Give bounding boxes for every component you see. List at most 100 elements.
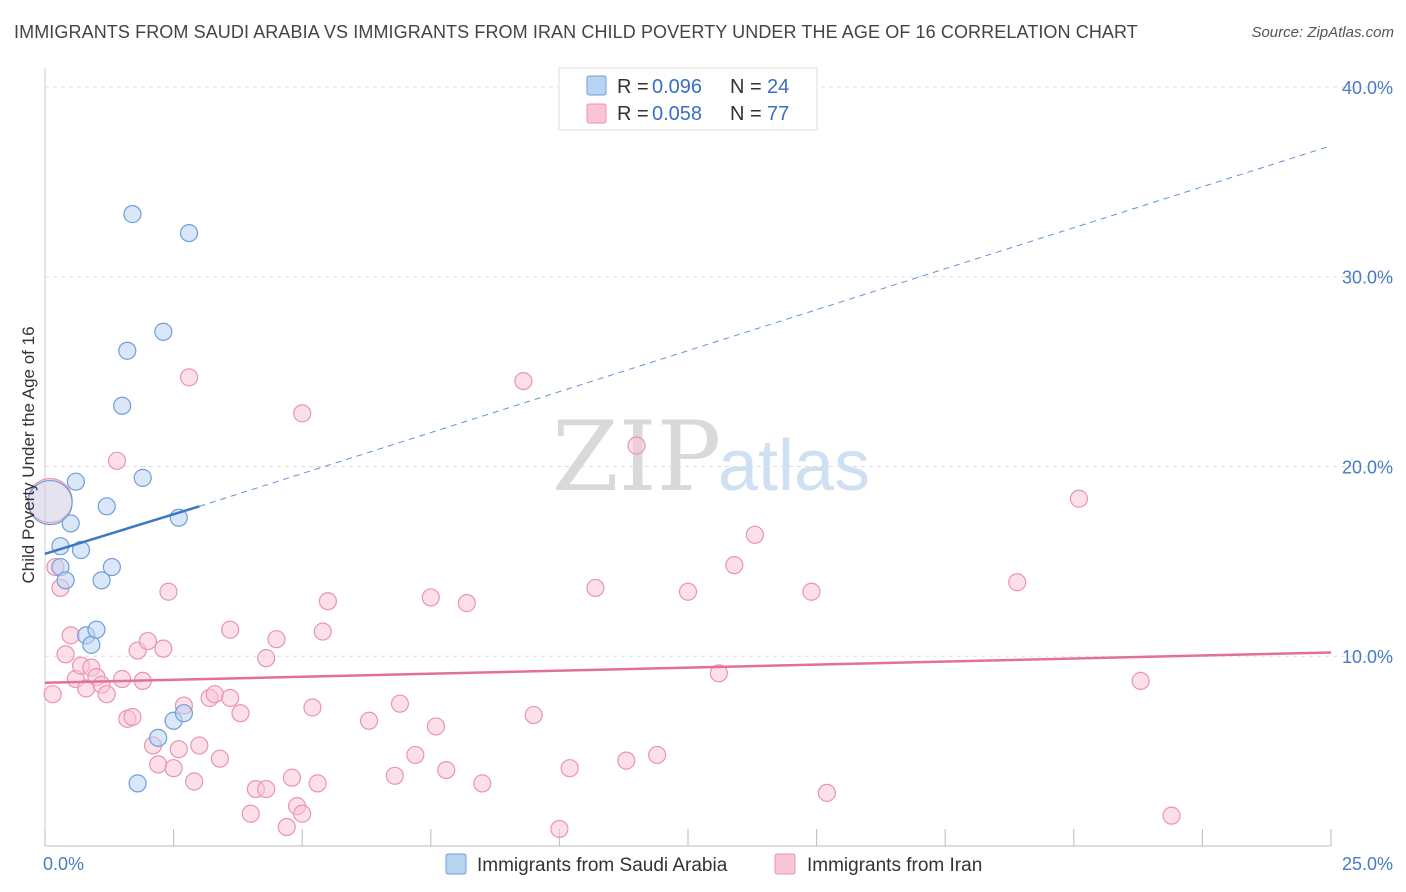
iran-point [61,626,80,645]
iran-point [205,685,224,704]
legend-n-label-saudi: N = [730,76,762,98]
iran-point [257,779,276,799]
iran-point [149,755,168,774]
legend-r-value-iran: 0.058 [652,103,702,125]
watermark-zip: ZIP [552,401,721,513]
saudi-point [97,497,116,516]
iran-point [257,649,276,668]
iran-point [406,745,425,765]
legend-box: R = 0.096 N = 24 R = 0.058 N = 77 [558,67,818,131]
iran-point [678,582,698,601]
iran-point [210,749,229,768]
bottom-legend-swatch-saudi [445,853,467,875]
legend-r-label-saudi: R = [617,76,649,98]
iran-point [359,711,379,730]
iran-point [221,688,240,708]
y-tick-label: 20.0% [1342,457,1393,477]
iran-point [159,582,178,601]
bottom-legend-swatch-iran [774,853,796,875]
iran-point [293,404,312,423]
legend-n-label-iran: N = [730,103,762,125]
iran-point [385,766,404,785]
iran-point [745,525,764,544]
saudi-point [82,635,101,654]
iran-point [303,698,322,717]
saudi-point [113,396,132,415]
iran-point [586,578,605,598]
legend-swatch-saudi [586,75,607,96]
x-ticks [44,829,1332,846]
watermark-atlas: atlas [718,426,870,506]
iran-point [627,436,646,455]
saudi-point [123,205,142,224]
iran-point [1008,573,1027,592]
iran-point [390,694,410,713]
saudi-point [149,728,168,747]
y-tick-label: 40.0% [1342,78,1393,98]
iran-point [514,371,533,391]
saudi-points [27,205,199,793]
saudi-point [66,472,85,491]
saudi-point [154,322,173,341]
iran-point [231,704,250,723]
iran-point [154,639,173,658]
iran-point [56,645,75,664]
legend-r-value-saudi: 0.096 [652,76,702,98]
legend-n-value-iran: 77 [767,103,789,125]
iran-point [138,631,157,651]
iran-point [1162,806,1181,825]
iran-point [725,556,744,575]
iran-point [267,630,286,649]
iran-point [524,705,543,725]
saudi-point [56,571,75,590]
iran-point [648,745,667,765]
iran-point [318,592,338,611]
saudi-point [102,557,121,577]
saudi-point [27,479,73,526]
bottom-legend-label-saudi: Immigrants from Saudi Arabia [477,855,728,876]
iran-point [107,451,127,470]
y-tick-label: 30.0% [1342,268,1393,288]
iran-point [426,717,446,736]
y-tick-label: 10.0% [1342,647,1393,667]
iran-point [709,664,728,683]
saudi-point [133,468,152,487]
bottom-legend: Immigrants from Saudi Arabia Immigrants … [445,853,982,876]
y-tick-labels: 10.0% 20.0% 30.0% 40.0% [1342,78,1393,667]
iran-point [97,685,116,704]
trendlines [44,145,1332,685]
iran-point [437,760,456,780]
iran-point [282,768,302,787]
iran-point [221,620,240,639]
saudi-point [87,620,106,639]
iran-point [313,622,332,641]
iran-point [457,594,476,613]
iran-point [123,707,142,727]
saudi-trendline [44,505,200,555]
iran-points [27,368,1181,839]
iran-point [113,669,132,689]
iran-point [185,772,204,791]
iran-point [169,740,188,759]
iran-point [1131,671,1150,691]
iran-point [190,736,209,755]
legend-r-label-iran: R = [617,103,649,125]
iran-point [277,817,296,837]
iran-trendline [44,651,1332,685]
saudi-point [92,571,111,590]
saudi-point [179,223,199,243]
legend-swatch-iran [586,103,607,124]
x-tick-label-min: 0.0% [43,854,84,874]
iran-point [43,685,62,704]
legend-n-value-saudi: 24 [767,76,789,98]
bottom-legend-label-iran: Immigrants from Iran [807,855,982,876]
iran-point [164,759,183,778]
source-label: Source: ZipAtlas.com [1251,24,1394,41]
saudi-point [174,704,193,723]
saudi-point [61,514,80,533]
iran-point [308,774,327,793]
iran-point [560,759,579,778]
iran-point [817,783,836,802]
saudi-point [118,341,137,360]
